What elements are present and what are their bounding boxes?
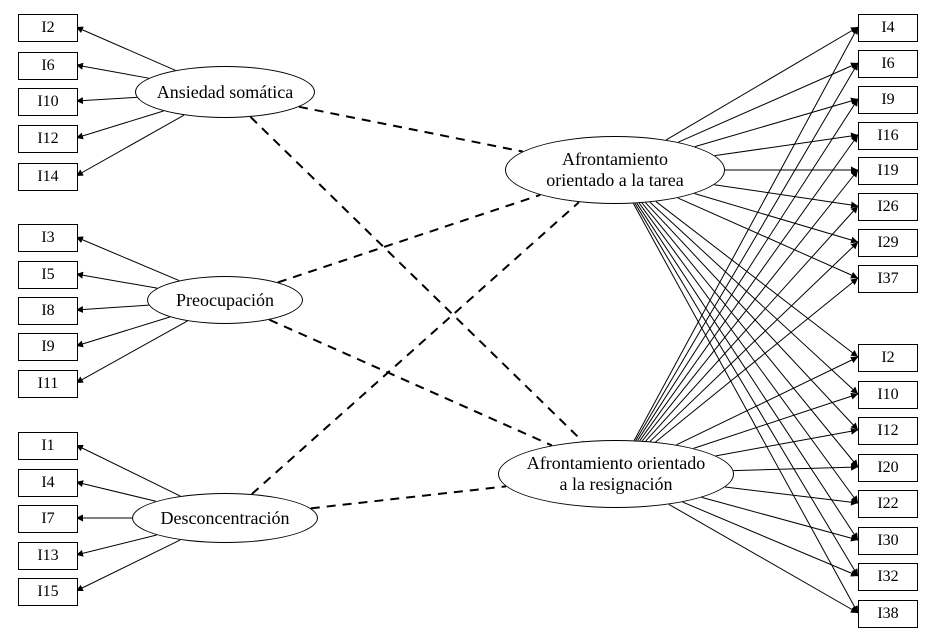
indicator-label: I19 [877, 162, 898, 180]
latent-L_des: Desconcentración [132, 493, 318, 543]
indicator-label: I9 [41, 338, 54, 356]
indicator-label: I5 [41, 266, 54, 284]
indicator-label: I32 [877, 568, 898, 586]
indicator-box: I1 [18, 432, 78, 460]
latent-L_tar: Afrontamientoorientado a la tarea [505, 136, 725, 204]
indicator-box: I4 [858, 14, 918, 42]
indicator-box: I3 [18, 224, 78, 252]
indicator-box: I13 [18, 542, 78, 570]
indicator-box: I26 [858, 193, 918, 221]
indicator-box: I22 [858, 490, 918, 518]
indicator-label: I8 [41, 302, 54, 320]
diagram-root: Ansiedad somática Preocupación Desconcentr… [0, 0, 935, 636]
indicator-box: I20 [858, 454, 918, 482]
indicator-label: I12 [37, 130, 58, 148]
indicator-label: I6 [41, 57, 54, 75]
indicator-label: I12 [877, 422, 898, 440]
indicator-box: I9 [18, 333, 78, 361]
indicator-box: I30 [858, 527, 918, 555]
indicator-box: I2 [18, 14, 78, 42]
indicator-box: I6 [858, 50, 918, 78]
indicator-box: I10 [858, 381, 918, 409]
latent-L_pre: Preocupación [147, 276, 303, 324]
indicator-box: I32 [858, 563, 918, 591]
indicator-box: I7 [18, 505, 78, 533]
latent-label: Ansiedad somática [157, 82, 293, 103]
indicator-label: I13 [37, 547, 58, 565]
latent-L_som: Ansiedad somática [135, 66, 315, 118]
indicator-label: I15 [37, 583, 58, 601]
indicator-label: I37 [877, 270, 898, 288]
indicator-label: I38 [877, 605, 898, 623]
latent-label: Afrontamiento orientadoa la resignación [527, 453, 705, 494]
indicator-label: I4 [881, 19, 894, 37]
indicator-box: I2 [858, 344, 918, 372]
indicator-label: I14 [37, 168, 58, 186]
latent-label: Afrontamientoorientado a la tarea [546, 149, 683, 190]
indicator-label: I22 [877, 495, 898, 513]
indicator-label: I2 [881, 349, 894, 367]
indicator-label: I9 [881, 91, 894, 109]
latent-label: Preocupación [176, 290, 274, 311]
indicator-box: I15 [18, 578, 78, 606]
indicator-box: I5 [18, 261, 78, 289]
indicator-box: I16 [858, 122, 918, 150]
indicator-box: I38 [858, 600, 918, 628]
indicator-label: I2 [41, 19, 54, 37]
indicator-label: I20 [877, 459, 898, 477]
indicator-box: I14 [18, 163, 78, 191]
indicator-label: I11 [38, 375, 59, 393]
indicator-label: I10 [877, 386, 898, 404]
indicator-box: I12 [18, 125, 78, 153]
indicator-box: I6 [18, 52, 78, 80]
indicator-label: I26 [877, 198, 898, 216]
indicator-label: I7 [41, 510, 54, 528]
indicator-box: I8 [18, 297, 78, 325]
indicator-box: I9 [858, 86, 918, 114]
indicator-label: I10 [37, 93, 58, 111]
indicator-label: I1 [41, 437, 54, 455]
indicator-box: I29 [858, 229, 918, 257]
indicator-box: I19 [858, 157, 918, 185]
indicator-label: I6 [881, 55, 894, 73]
indicator-label: I16 [877, 127, 898, 145]
latent-label: Desconcentración [161, 508, 290, 529]
indicator-box: I10 [18, 88, 78, 116]
indicator-box: I11 [18, 370, 78, 398]
indicator-label: I30 [877, 532, 898, 550]
indicator-box: I4 [18, 469, 78, 497]
indicator-box: I12 [858, 417, 918, 445]
latent-L_res: Afrontamiento orientadoa la resignación [498, 440, 734, 508]
indicator-box: I37 [858, 265, 918, 293]
indicator-label: I3 [41, 229, 54, 247]
indicator-label: I4 [41, 474, 54, 492]
indicator-label: I29 [877, 234, 898, 252]
